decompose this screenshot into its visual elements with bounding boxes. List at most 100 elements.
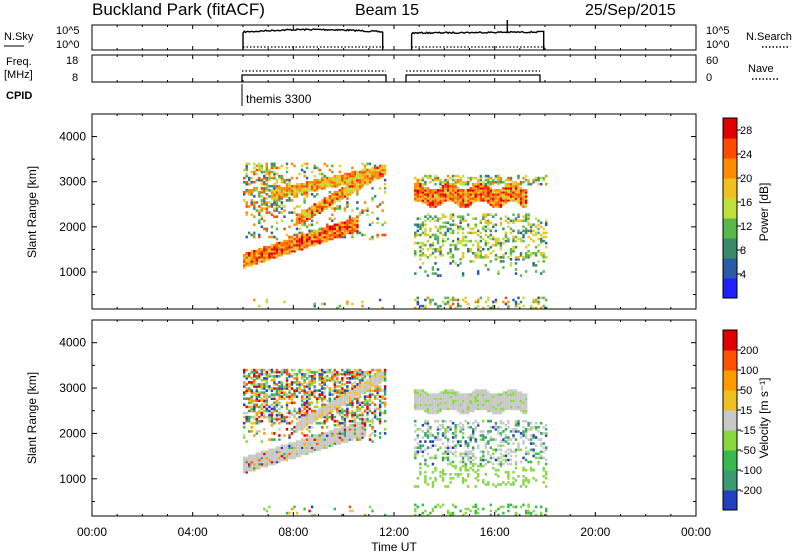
power-cell [461,217,465,220]
velocity-cell [321,375,324,378]
power-cell [356,219,359,223]
power-cell [524,215,528,218]
power-cell [288,211,291,214]
velocity-cell [517,399,520,403]
velocity-cell [361,424,364,427]
velocity-cell [512,405,515,409]
velocity-cell [323,415,326,419]
velocity-cell [258,419,261,423]
velocity-cell [283,448,286,452]
velocity-cell [509,438,513,441]
velocity-cell [487,405,490,409]
velocity-cell [348,379,352,382]
power-cell [499,191,503,194]
power-cell [260,252,263,255]
velocity-cell [461,411,465,415]
power-cell [444,195,447,198]
power-cell [431,252,435,255]
power-cell [371,235,374,239]
y-tick-label: 4000 [59,130,86,144]
velocity-cell [328,403,331,407]
velocity-cell [255,370,258,374]
velocity-cell [504,395,508,398]
velocity-cell [341,368,344,372]
velocity-cell [431,462,435,466]
power-cell [336,229,339,233]
velocity-cell [487,409,490,413]
colorbar-tick-label: 200 [740,345,758,357]
velocity-cell [295,511,299,515]
velocity-cell [268,395,271,398]
power-cell [288,235,291,239]
power-cell [346,227,349,231]
power-heatmap-cells [243,162,548,310]
velocity-cell [288,385,291,388]
velocity-cell [383,428,387,431]
power-cell [300,243,304,247]
velocity-cell [522,403,525,407]
velocity-cell [265,381,268,384]
velocity-cell [419,444,422,447]
velocity-cell [243,375,246,378]
power-cell [305,176,309,180]
power-cell [255,178,258,182]
velocity-cell [298,391,301,394]
velocity-cell [484,401,487,405]
power-cell [333,225,336,229]
velocity-cell [273,383,276,386]
velocity-cell [482,399,485,403]
velocity-cell [545,473,548,476]
velocity-cell [278,456,281,460]
velocity-cell [504,424,508,427]
power-cell [358,174,362,178]
velocity-cell [439,403,442,407]
power-cell [278,195,281,198]
velocity-cell [308,444,311,447]
velocity-cell [341,421,344,425]
power-cell [258,191,261,194]
velocity-cell [313,409,316,413]
velocity-cell [494,509,498,513]
velocity-cell [303,444,306,447]
velocity-cell [431,403,435,407]
power-cell [331,170,334,174]
velocity-cell [300,417,304,421]
velocity-cell [474,395,477,398]
velocity-cell [484,389,487,392]
power-cell [426,274,430,277]
power-cell [532,298,535,302]
power-cell [436,191,440,194]
power-cell [376,174,379,178]
power-cell [333,182,336,186]
velocity-cell [529,448,533,452]
power-cell [310,205,314,208]
power-cell [449,197,452,200]
velocity-cell [288,389,291,392]
velocity-cell [300,440,304,443]
power-cell [338,235,341,239]
velocity-cell [353,397,357,400]
power-cell [426,176,430,180]
velocity-cell [489,403,492,407]
power-cell [414,195,417,198]
power-cell [509,199,513,202]
power-cell [341,187,344,190]
power-cell [323,184,326,188]
power-cell [519,180,523,184]
velocity-cell [300,450,304,454]
power-cell [316,241,319,245]
power-cell [545,219,548,223]
velocity-cell [348,389,352,392]
power-cell [446,199,450,202]
power-cell [489,203,492,206]
power-cell [283,227,286,231]
power-cell [540,176,543,180]
velocity-cell [434,438,437,441]
power-cell [509,193,513,196]
power-cell [346,205,349,208]
power-cell [308,187,311,190]
velocity-cell [300,405,304,409]
power-cell [441,189,445,192]
power-cell [290,162,294,166]
power-cell [469,247,472,251]
